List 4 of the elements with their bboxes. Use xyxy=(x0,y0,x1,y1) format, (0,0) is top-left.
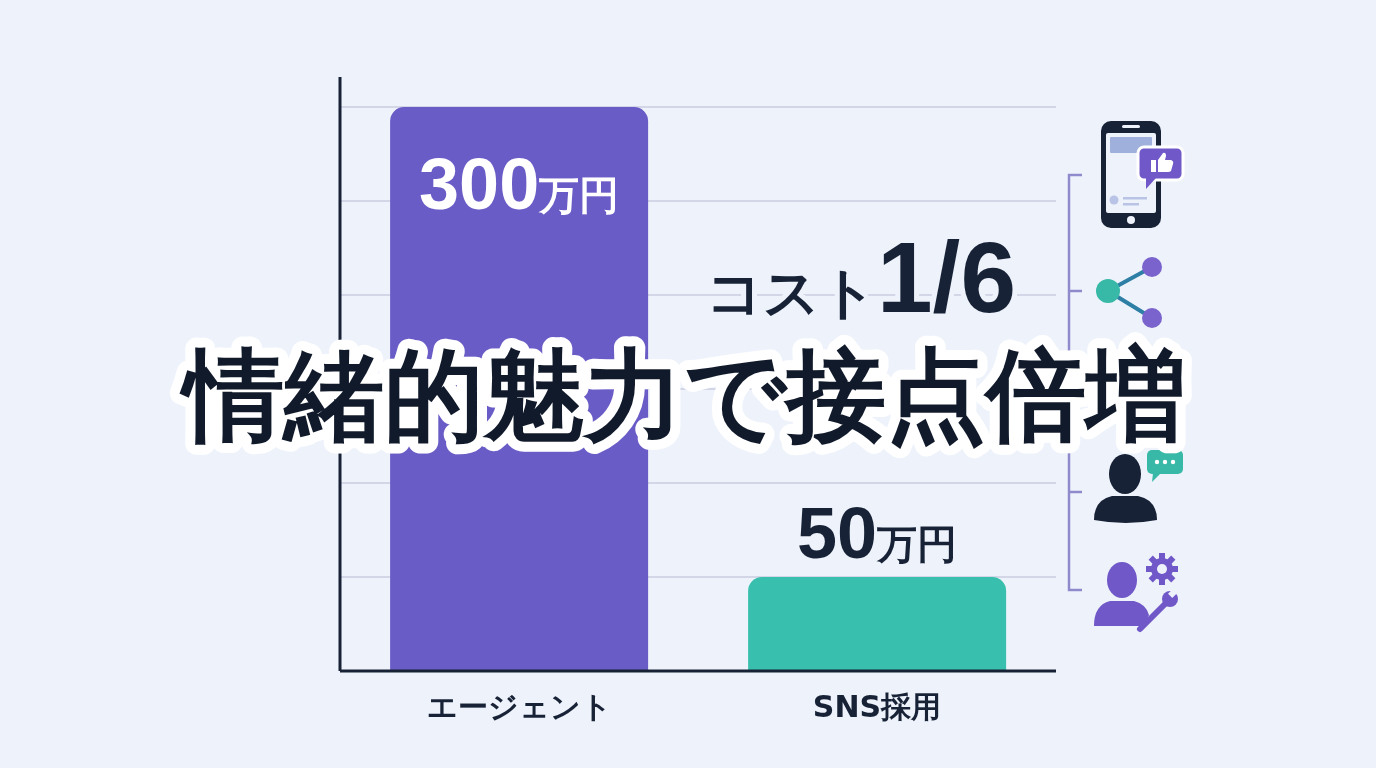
data-label: 300万円 xyxy=(419,144,620,225)
x-tick-label: SNS採用 xyxy=(812,689,942,725)
x-tick-label: エージェント xyxy=(426,689,612,725)
data-label: 50万円 xyxy=(797,493,958,574)
